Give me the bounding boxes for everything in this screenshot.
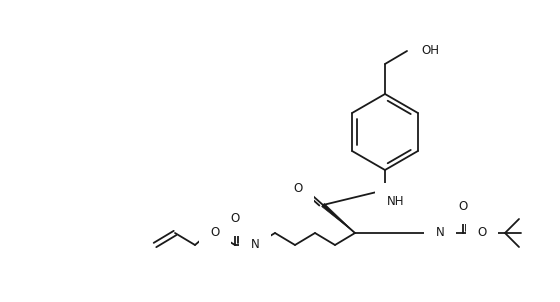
Text: O: O	[459, 200, 468, 213]
Polygon shape	[321, 204, 355, 233]
Text: N: N	[436, 226, 445, 239]
Text: O: O	[293, 182, 302, 195]
Text: O: O	[230, 211, 240, 224]
Text: OH: OH	[421, 44, 439, 57]
Text: NH: NH	[387, 195, 404, 208]
Text: N: N	[251, 239, 259, 252]
Text: O: O	[477, 226, 487, 239]
Text: O: O	[211, 226, 220, 239]
